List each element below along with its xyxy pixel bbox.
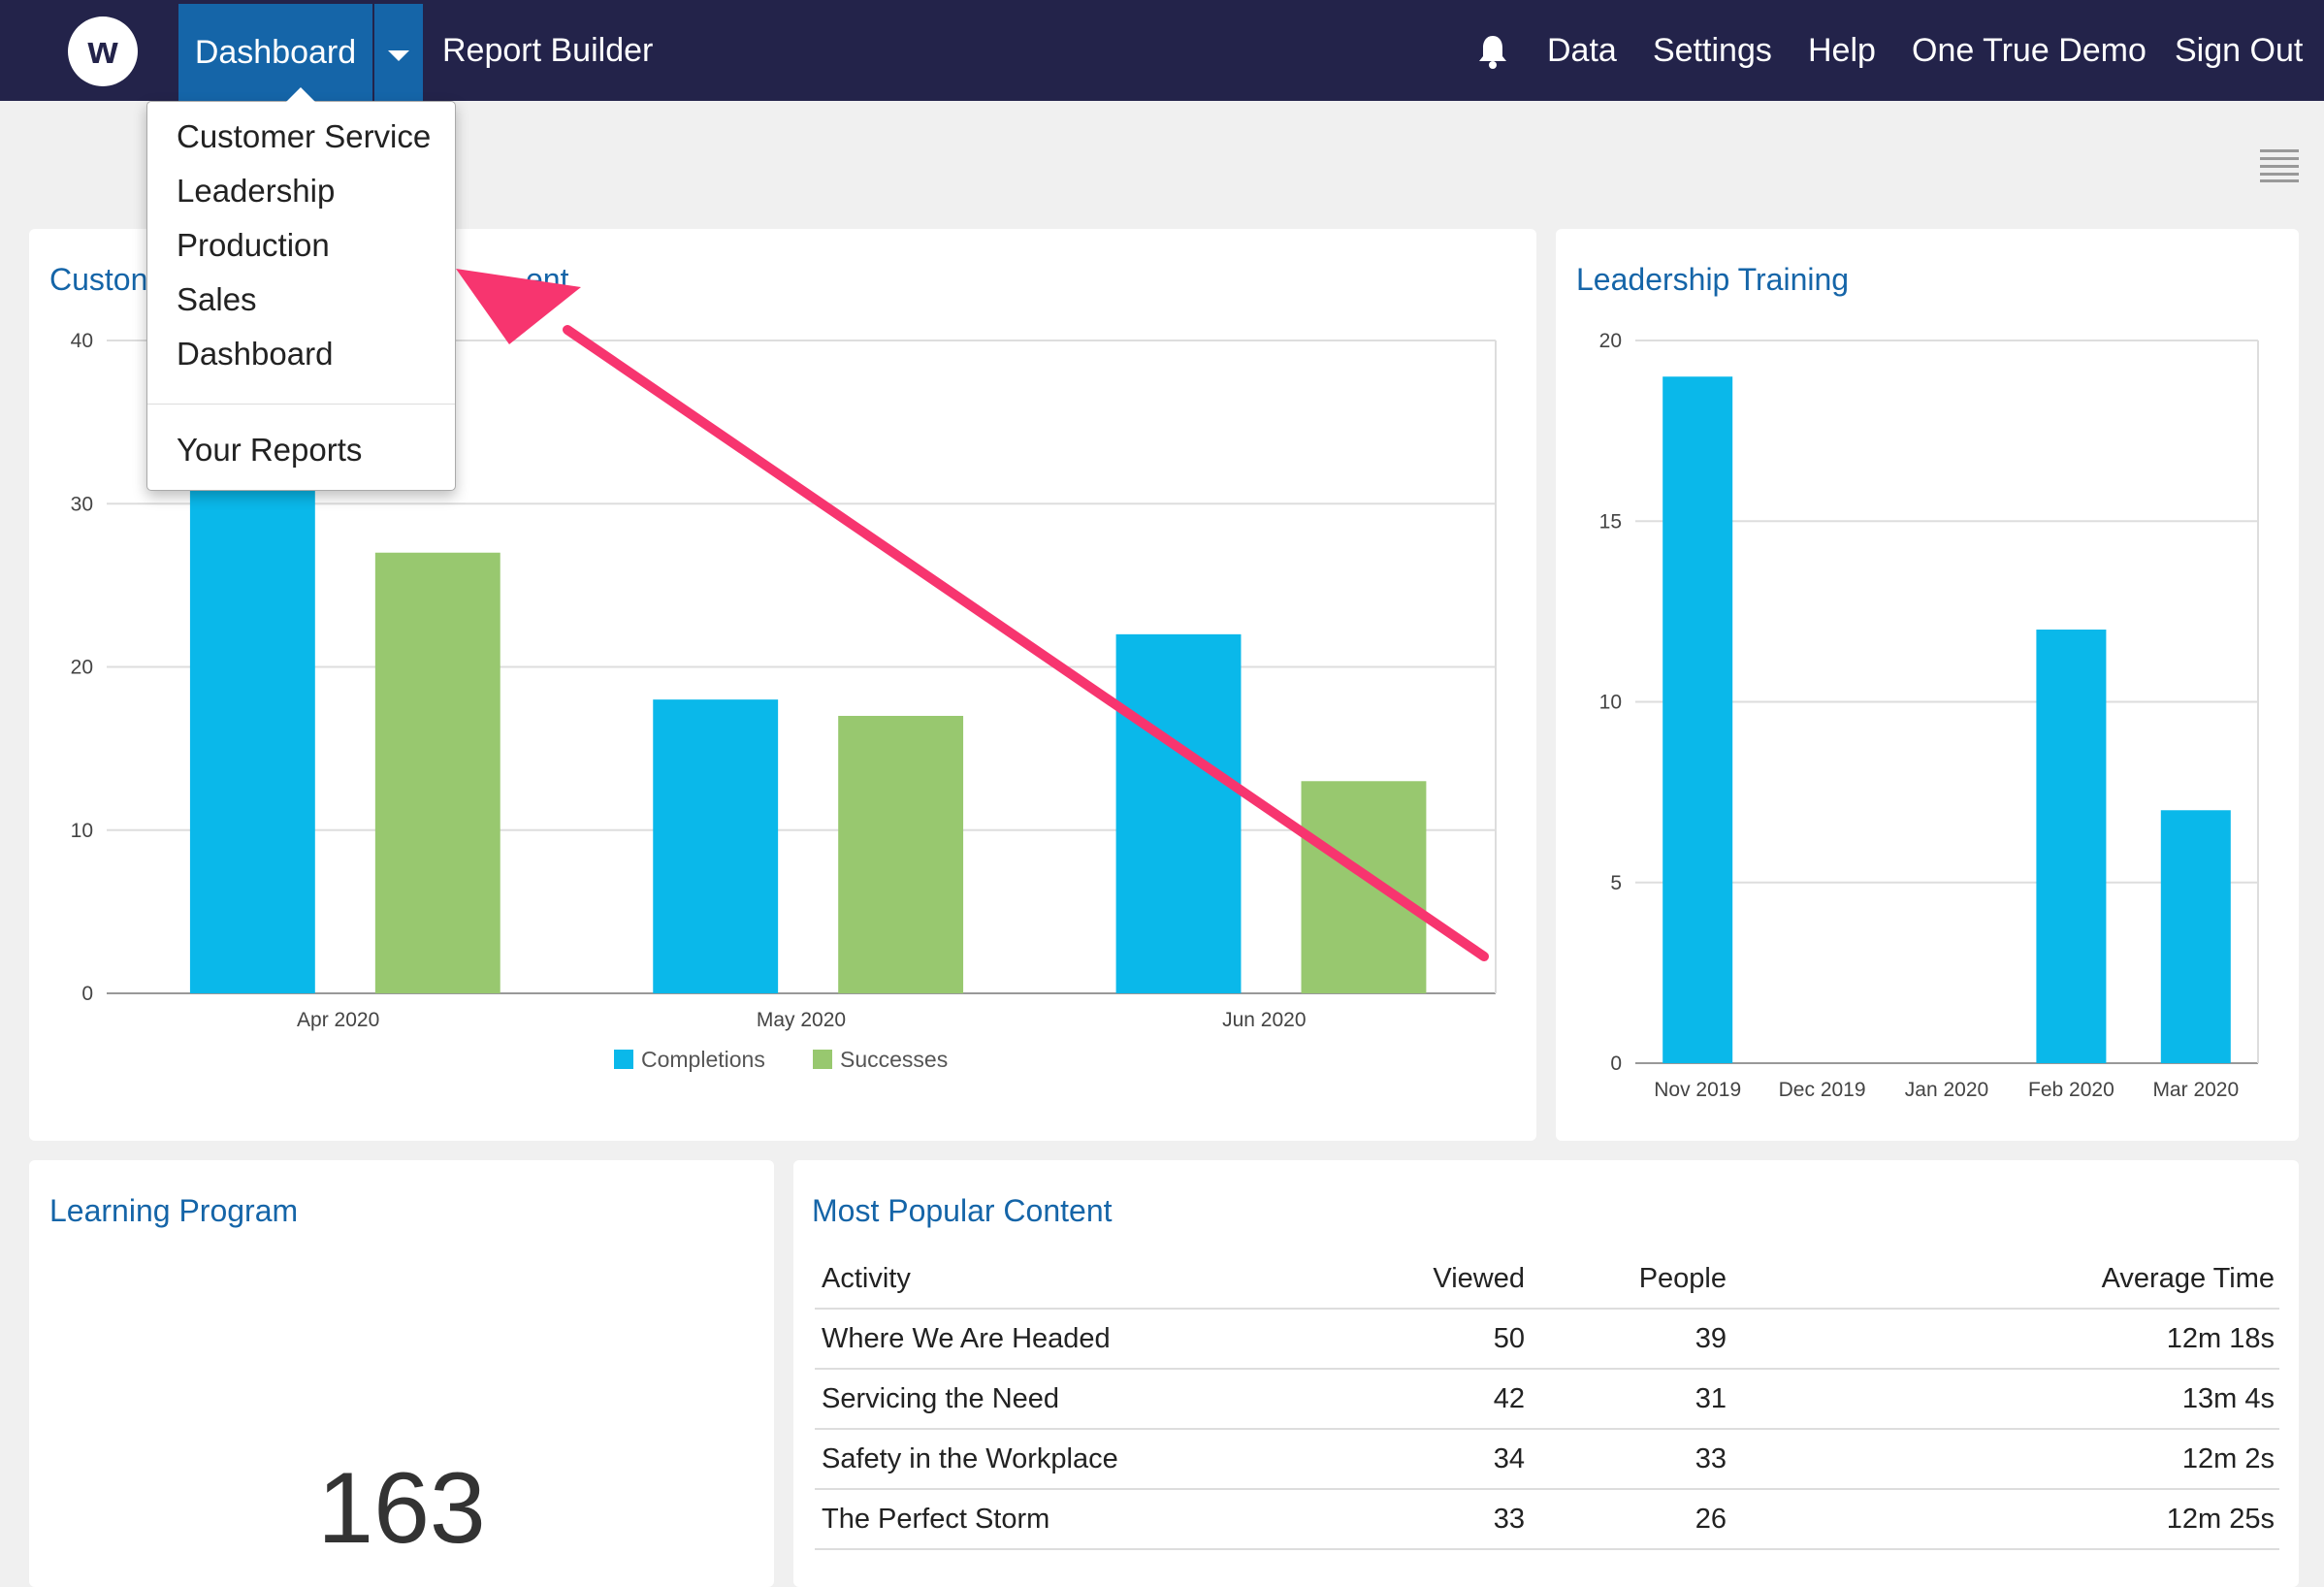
caret-down-icon <box>388 50 409 61</box>
activity-cell: Servicing the Need <box>822 1383 1060 1414</box>
app-logo[interactable]: w <box>68 16 138 86</box>
avg-time-cell: 12m 2s <box>2181 1443 2275 1474</box>
menu-item-sales[interactable]: Sales <box>177 281 257 317</box>
avg-time-cell: 12m 18s <box>2166 1323 2275 1354</box>
menu-item-your-reports[interactable]: Your Reports <box>177 432 363 468</box>
col-header-viewed[interactable]: Viewed <box>1433 1263 1525 1294</box>
x-tick-label: Mar 2020 <box>2152 1079 2239 1101</box>
bar <box>1115 633 1242 993</box>
bar <box>838 715 964 993</box>
viewed-cell: 42 <box>1493 1383 1525 1414</box>
bar <box>374 552 500 993</box>
avg-time-cell: 13m 4s <box>2181 1383 2275 1414</box>
col-header-activity[interactable]: Activity <box>822 1263 911 1294</box>
row-divider <box>815 1548 2279 1550</box>
avg-time-cell: 12m 25s <box>2166 1504 2275 1535</box>
y-tick-label: 40 <box>71 330 93 352</box>
menu-item-dashboard[interactable]: Dashboard <box>177 336 334 372</box>
col-header-people[interactable]: People <box>1638 1263 1727 1294</box>
y-tick-label: 5 <box>1610 872 1622 894</box>
nav-help[interactable]: Help <box>1808 32 1876 69</box>
x-tick-label: Jan 2020 <box>1905 1079 1988 1101</box>
nav-dashboard-button[interactable]: Dashboard <box>178 4 372 101</box>
panel-title[interactable]: Leadership Training <box>1576 262 1850 297</box>
people-cell: 39 <box>1695 1323 1727 1354</box>
people-cell: 33 <box>1695 1443 1727 1474</box>
people-cell: 26 <box>1695 1504 1727 1535</box>
nav-data[interactable]: Data <box>1547 32 1617 69</box>
x-tick-label: May 2020 <box>757 1009 846 1031</box>
leadership-training-panel: Leadership Training 0 5 10 15 20 Nov 2019 Dec … <box>1556 229 2299 1141</box>
row-divider <box>815 1488 2279 1490</box>
dashboard-dropdown-toggle[interactable] <box>374 4 423 101</box>
viewed-cell: 34 <box>1493 1443 1525 1474</box>
legend-label-successes: Successes <box>840 1047 948 1072</box>
row-divider <box>815 1368 2279 1370</box>
y-tick-label: 30 <box>71 493 93 515</box>
x-tick-label: Jun 2020 <box>1222 1009 1306 1031</box>
col-header-average-time[interactable]: Average Time <box>2101 1263 2275 1294</box>
leadership-training-chart: 0 5 10 15 20 Nov 2019 Dec 2019 Jan 2020 Feb 2020… <box>1599 330 2259 1101</box>
y-tick-label: 0 <box>1610 1053 1622 1075</box>
y-tick-label: 15 <box>1599 510 1622 533</box>
x-tick-label: Nov 2019 <box>1654 1079 1741 1101</box>
activity-cell: Where We Are Headed <box>822 1323 1111 1354</box>
legend-swatch-successes <box>813 1050 832 1069</box>
menu-item-customer-service[interactable]: Customer Service <box>177 118 432 154</box>
panel-title[interactable]: Most Popular Content <box>812 1193 1113 1228</box>
y-tick-label: 10 <box>1599 692 1622 714</box>
top-navbar: w Dashboard Report Builder Data Settings… <box>0 0 2324 101</box>
bar <box>189 487 315 993</box>
people-cell: 31 <box>1695 1383 1727 1414</box>
bar <box>653 699 779 993</box>
bar <box>1301 781 1427 993</box>
header-divider <box>815 1308 2279 1310</box>
popular-content-panel: Most Popular Content Activity Viewed Peo… <box>793 1160 2299 1587</box>
menu-item-leadership[interactable]: Leadership <box>177 173 336 209</box>
nav-account[interactable]: One True Demo <box>1912 32 2146 69</box>
bar <box>2036 630 2107 1063</box>
viewed-cell: 33 <box>1493 1504 1525 1535</box>
dashboard-dropdown-menu: Customer Service Leadership Production S… <box>146 101 456 491</box>
dropdown-notch <box>286 87 315 102</box>
learning-program-panel: Learning Program 163 <box>29 1160 774 1587</box>
x-tick-label: Dec 2019 <box>1779 1079 1866 1101</box>
x-tick-label: Apr 2020 <box>297 1009 379 1031</box>
y-tick-label: 20 <box>1599 330 1622 352</box>
bar <box>2160 810 2231 1063</box>
activity-cell: Safety in the Workplace <box>822 1443 1118 1474</box>
y-tick-label: 0 <box>81 983 93 1005</box>
y-tick-label: 10 <box>71 820 93 842</box>
bell-icon[interactable] <box>1476 33 1509 70</box>
legend-label-completions: Completions <box>641 1047 765 1072</box>
bar <box>1662 376 1733 1063</box>
row-divider <box>815 1428 2279 1430</box>
nav-report-builder[interactable]: Report Builder <box>442 32 654 69</box>
nav-sign-out[interactable]: Sign Out <box>2175 32 2304 69</box>
panel-title[interactable]: Learning Program <box>49 1193 299 1228</box>
legend-swatch-completions <box>614 1050 633 1069</box>
nav-settings[interactable]: Settings <box>1653 32 1772 69</box>
list-view-icon[interactable] <box>2260 149 2299 182</box>
panel-title-left[interactable]: Custon <box>49 262 148 297</box>
activity-cell: The Perfect Storm <box>822 1504 1050 1535</box>
x-tick-label: Feb 2020 <box>2028 1079 2114 1101</box>
menu-divider <box>147 404 455 405</box>
viewed-cell: 50 <box>1493 1323 1525 1354</box>
menu-item-production[interactable]: Production <box>177 227 330 263</box>
learning-program-count: 163 <box>317 1452 486 1565</box>
y-tick-label: 20 <box>71 657 93 679</box>
